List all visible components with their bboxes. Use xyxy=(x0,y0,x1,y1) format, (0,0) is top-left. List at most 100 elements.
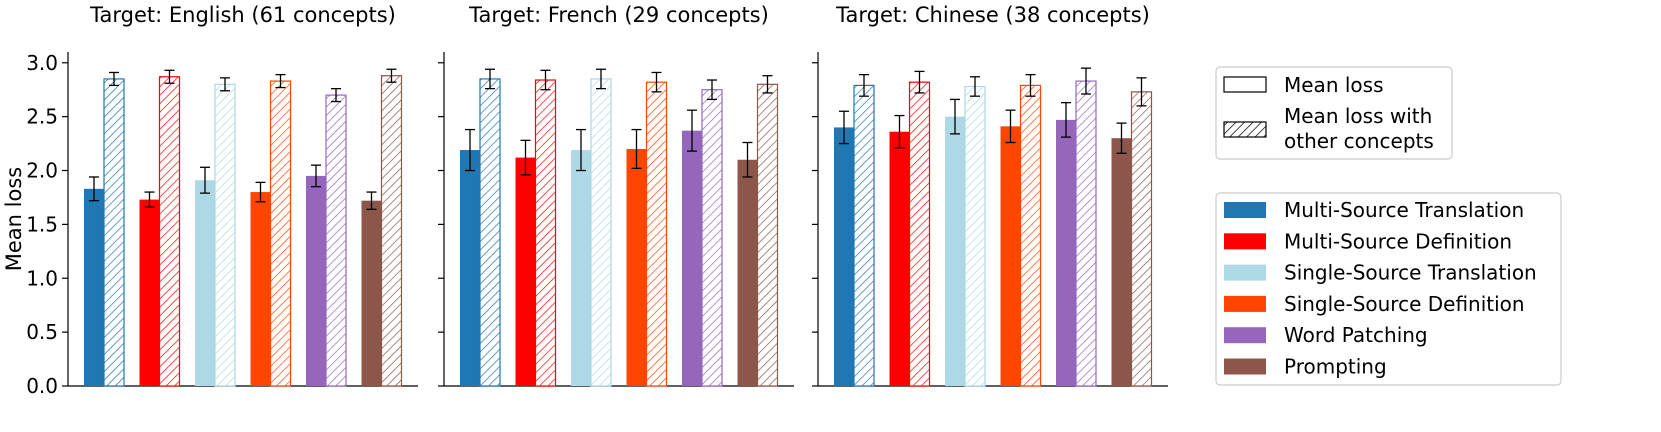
y-tick-label: 2.5 xyxy=(26,105,58,129)
legend-swatch-mean-loss xyxy=(1223,76,1267,93)
legend-swatch xyxy=(1224,233,1266,250)
error-bar xyxy=(950,98,960,135)
error-bar xyxy=(200,166,210,194)
bar-mean-loss xyxy=(306,175,326,386)
bar-mean-loss xyxy=(945,116,965,386)
error-bar xyxy=(742,141,753,178)
legend-methods: Multi-Source Translation Multi-Source Def… xyxy=(1215,192,1562,386)
bar-mean-loss xyxy=(195,180,215,386)
error-bar xyxy=(651,71,662,93)
error-bar xyxy=(631,128,642,170)
bar-mean-loss-other xyxy=(158,76,181,387)
bar-mean-loss xyxy=(626,148,647,386)
bar-mean-loss xyxy=(1056,119,1076,387)
error-bar xyxy=(311,164,321,188)
y-tick-label: 2.0 xyxy=(26,159,58,183)
y-axis-label: Mean loss xyxy=(2,167,26,271)
legend-frame xyxy=(1215,192,1562,386)
bar-mean-loss xyxy=(1000,126,1021,387)
error-bar xyxy=(762,75,773,94)
bar-mean-loss-other xyxy=(1075,80,1097,387)
legend-label-mean-loss: Mean loss xyxy=(1284,73,1383,97)
error-bar xyxy=(275,73,286,89)
bar-mean-loss-other xyxy=(1130,91,1153,387)
bar-mean-loss xyxy=(139,199,160,386)
error-bar xyxy=(687,109,697,152)
bar-mean-loss-other xyxy=(534,79,557,387)
error-bar xyxy=(1136,77,1147,107)
error-bar xyxy=(914,70,925,94)
legend-label: Multi-Source Definition xyxy=(1284,229,1512,253)
bar-mean-loss xyxy=(571,150,591,386)
legend-swatch-mean-loss-other xyxy=(1223,121,1267,138)
bar-mean-loss xyxy=(250,192,271,386)
bar-mean-loss-other xyxy=(380,75,403,387)
legend-label: Single-Source Translation xyxy=(1284,261,1537,285)
legend-swatch xyxy=(1224,327,1266,344)
legend-frame xyxy=(1215,66,1453,160)
y-tick-label: 1.5 xyxy=(26,212,58,236)
bar-mean-loss-other xyxy=(853,84,875,387)
bar-mean-loss xyxy=(682,130,702,386)
legend-swatch xyxy=(1224,202,1266,218)
legend-label-mean-loss-other: Mean loss with xyxy=(1284,104,1432,128)
error-bar xyxy=(366,191,377,210)
error-bar xyxy=(255,181,266,203)
error-bar xyxy=(596,68,606,90)
bar-mean-loss-other xyxy=(269,80,292,387)
legend-swatch xyxy=(1224,295,1266,312)
error-bar xyxy=(970,76,980,97)
bar-mean-loss xyxy=(1111,138,1132,386)
error-bar xyxy=(164,69,175,84)
bar-mean-loss xyxy=(737,159,758,386)
panel-3: Target: Chinese (38 concepts) xyxy=(812,3,1168,387)
panel-title: Target: English (61 concepts) xyxy=(89,3,396,27)
error-bar xyxy=(576,128,586,172)
error-bar xyxy=(707,79,717,101)
error-bar xyxy=(220,77,230,92)
y-tick-label: 0.0 xyxy=(26,374,58,398)
error-bar xyxy=(386,68,397,83)
bar-mean-loss-other xyxy=(479,78,501,387)
panel-title: Target: French (29 concepts) xyxy=(468,3,769,27)
error-bar xyxy=(144,191,155,208)
panel-title: Target: Chinese (38 concepts) xyxy=(835,3,1150,27)
error-bar xyxy=(540,69,551,91)
panel-2: Target: French (29 concepts) xyxy=(438,3,794,387)
y-tick-label: 0.5 xyxy=(26,320,58,344)
error-bar xyxy=(1005,109,1016,144)
error-bar xyxy=(520,139,531,176)
bar-mean-loss xyxy=(515,157,536,386)
y-tick-label: 1.0 xyxy=(26,266,58,290)
error-bar xyxy=(859,73,869,97)
bar-mean-loss-other xyxy=(701,89,723,387)
bar-mean-loss-other xyxy=(590,78,612,387)
error-bar xyxy=(331,87,341,103)
error-bar xyxy=(894,114,905,149)
bar-mean-loss xyxy=(361,200,382,386)
legend-label: Word Patching xyxy=(1284,323,1428,347)
bar-mean-loss xyxy=(84,188,104,386)
panel-1: Target: English (61 concepts) 0.0 0.5 1.0 1.… xyxy=(2,3,418,398)
legend-label: Multi-Source Translation xyxy=(1284,198,1524,222)
error-bar xyxy=(465,128,475,172)
error-bar xyxy=(1025,73,1036,97)
bar-mean-loss-other xyxy=(756,83,779,387)
error-bar xyxy=(1116,122,1127,154)
bar-mean-loss-other xyxy=(1019,84,1042,387)
bar-mean-loss-other xyxy=(103,78,125,387)
y-tick-label: 3.0 xyxy=(26,51,58,75)
bar-mean-loss-other xyxy=(645,81,668,387)
error-bar xyxy=(485,68,495,90)
legend-label: Prompting xyxy=(1284,355,1387,379)
bar-mean-loss-other xyxy=(214,83,236,387)
bar-mean-loss xyxy=(834,127,854,386)
legend-swatch xyxy=(1224,358,1266,375)
bar-mean-loss xyxy=(889,131,910,386)
bar-mean-loss-other xyxy=(908,81,931,387)
legend-label: Single-Source Definition xyxy=(1284,292,1525,316)
legend-swatch xyxy=(1224,264,1266,281)
error-bar xyxy=(839,110,849,145)
